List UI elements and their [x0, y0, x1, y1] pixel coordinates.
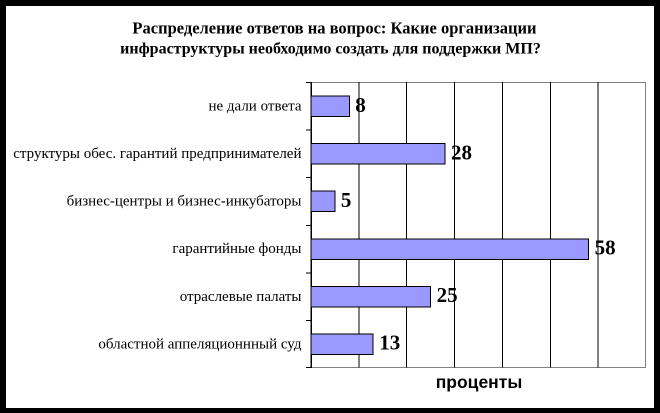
- svg-text:гарантийные фонды: гарантийные фонды: [172, 241, 301, 257]
- svg-text:структуры обес. гарантий предп: структуры обес. гарантий предпринимателе…: [13, 146, 301, 162]
- svg-text:58: 58: [595, 236, 616, 260]
- svg-text:25: 25: [437, 283, 458, 307]
- svg-text:13: 13: [379, 331, 400, 355]
- svg-text:8: 8: [355, 93, 366, 117]
- svg-text:инфраструктуры необходимо созд: инфраструктуры необходимо создать для по…: [120, 40, 541, 57]
- svg-text:28: 28: [451, 140, 472, 164]
- svg-text:не дали ответа: не дали ответа: [208, 99, 301, 115]
- svg-text:отраслевые палаты: отраслевые палаты: [180, 289, 302, 305]
- svg-text:5: 5: [341, 188, 352, 212]
- svg-text:Распределение ответов на вопро: Распределение ответов на вопрос: Какие о…: [132, 18, 537, 37]
- svg-text:проценты: проценты: [436, 372, 523, 392]
- svg-text:бизнес-центры и бизнес-инкубат: бизнес-центры и бизнес-инкубаторы: [67, 194, 302, 210]
- svg-text:областной аппеляционнный суд: областной аппеляционнный суд: [98, 336, 301, 352]
